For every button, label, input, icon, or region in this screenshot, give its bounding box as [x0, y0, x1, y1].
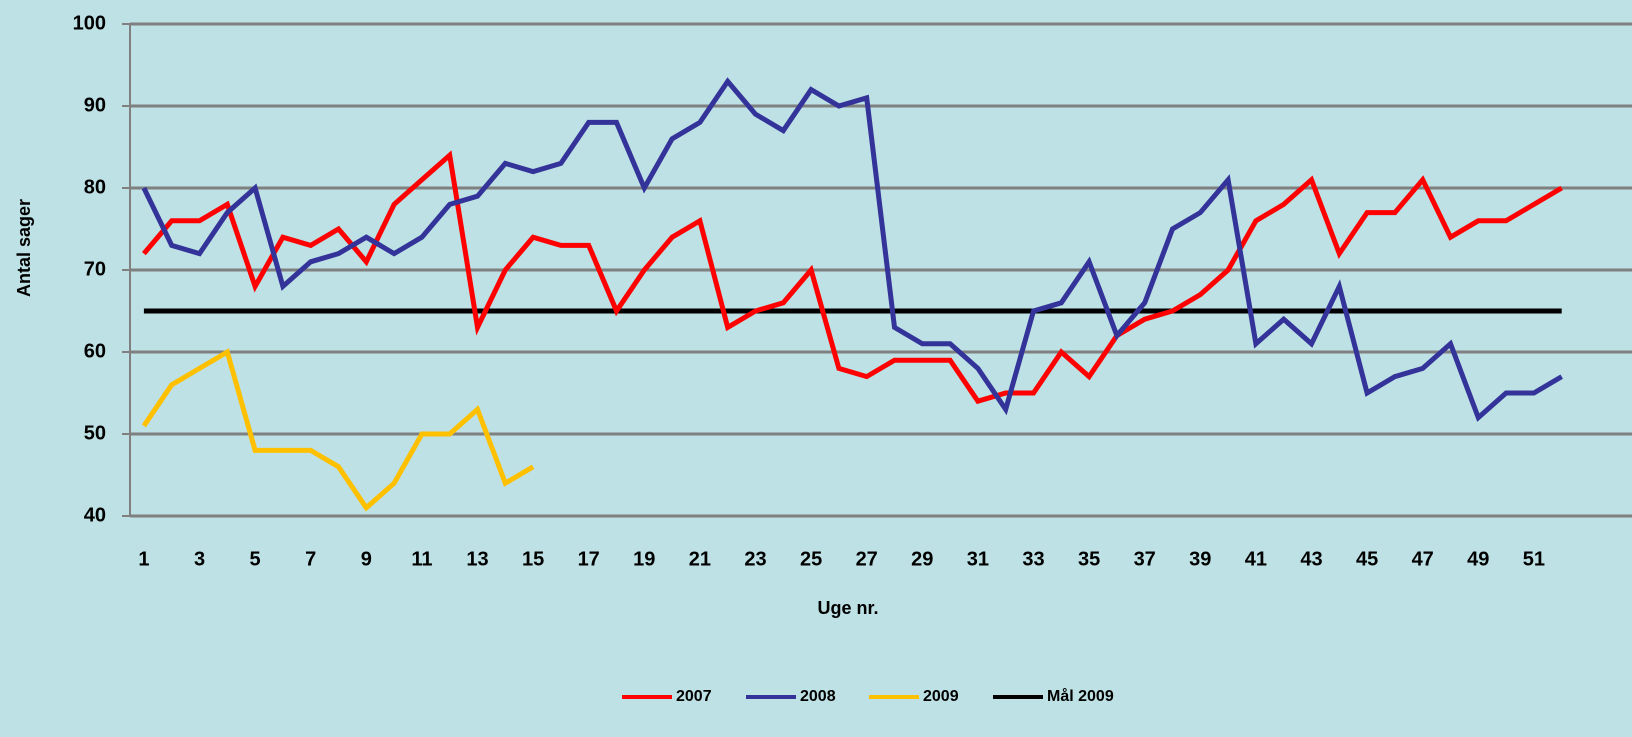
x-tick-label: 33: [1022, 548, 1044, 570]
y-axis-label: Antal sager: [14, 199, 34, 297]
x-tick-label: 9: [361, 548, 372, 570]
x-tick-label: 27: [856, 548, 878, 570]
x-tick-label: 17: [578, 548, 600, 570]
x-tick-label: 13: [466, 548, 488, 570]
legend-label: 2008: [800, 688, 836, 705]
y-tick-label: 100: [73, 12, 106, 34]
x-tick-label: 31: [967, 548, 989, 570]
legend-label: Mål 2009: [1047, 687, 1114, 705]
x-tick-label: 21: [689, 548, 711, 570]
x-tick-label: 23: [744, 548, 766, 570]
legend-label: 2009: [923, 688, 959, 705]
x-tick-label: 15: [522, 548, 544, 570]
x-tick-label: 41: [1245, 548, 1267, 570]
x-tick-label: 29: [911, 548, 933, 570]
x-tick-label: 35: [1078, 548, 1100, 570]
x-tick-label: 39: [1189, 548, 1211, 570]
y-tick-label: 60: [84, 340, 106, 362]
x-tick-label: 51: [1523, 548, 1545, 570]
series-line: [141, 77, 1563, 422]
y-tick-label: 90: [84, 94, 106, 116]
x-tick-label: 5: [250, 548, 261, 570]
x-tick-label: 43: [1300, 548, 1322, 570]
x-tick-label: 1: [138, 548, 149, 570]
series-line: [141, 348, 535, 512]
y-tick-label: 50: [84, 422, 106, 444]
y-tick-label: 70: [84, 258, 106, 280]
y-tick-label: 80: [84, 176, 106, 198]
x-tick-label: 11: [411, 548, 432, 570]
x-tick-label: 19: [633, 548, 655, 570]
x-tick-label: 49: [1467, 548, 1489, 570]
x-tick-label: 7: [305, 548, 316, 570]
y-tick-label: 40: [84, 504, 106, 526]
x-tick-label: 47: [1412, 548, 1434, 570]
x-axis-label: Uge nr.: [817, 598, 878, 618]
x-tick-label: 37: [1134, 548, 1156, 570]
x-tick-label: 45: [1356, 548, 1378, 570]
x-tick-label: 3: [194, 548, 205, 570]
x-tick-label: 25: [800, 548, 822, 570]
series-line: [141, 150, 1563, 405]
legend-label: 2007: [676, 688, 712, 705]
